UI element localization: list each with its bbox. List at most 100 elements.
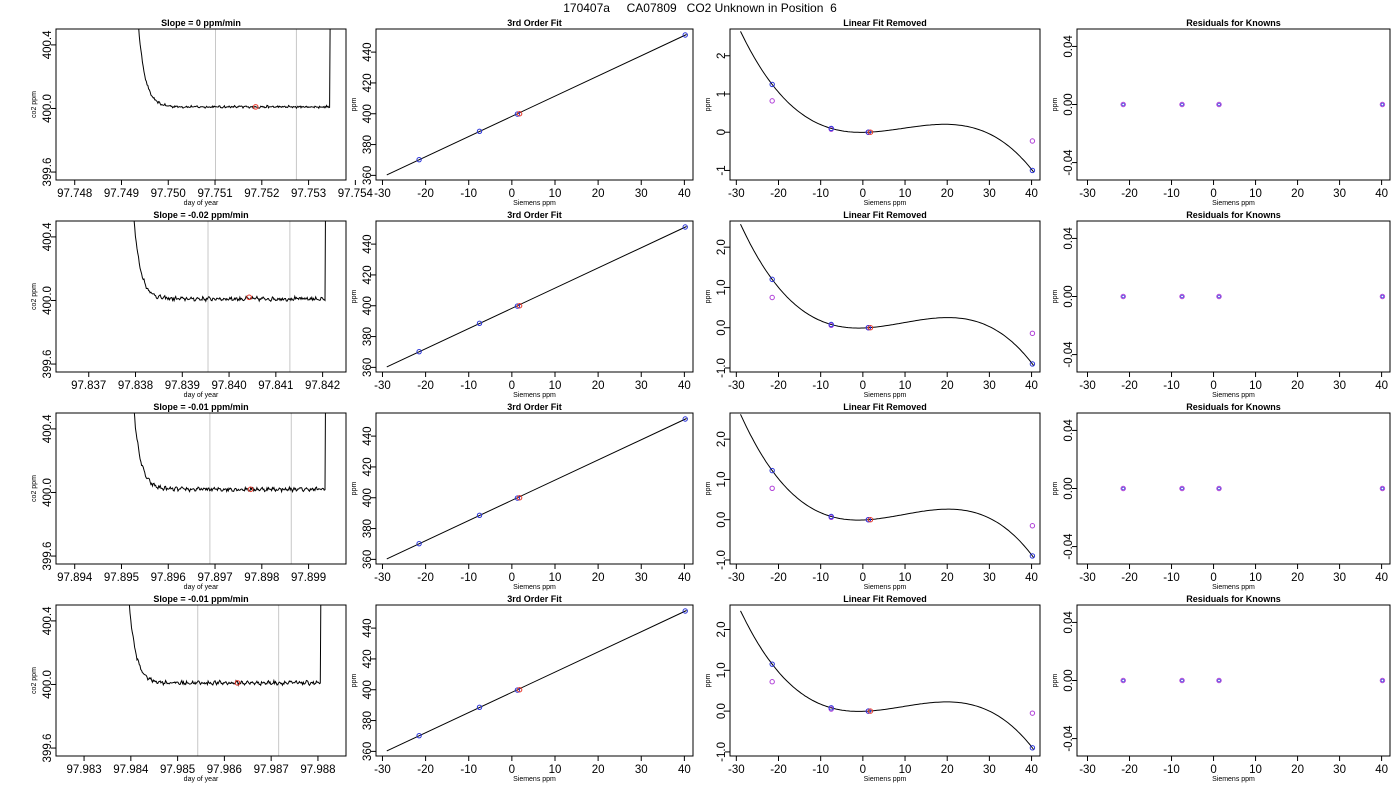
x-tick-label: 97.986 [207, 764, 242, 776]
y-tick-label: -0.04 [1063, 533, 1075, 560]
x-tick-label: 97.983 [66, 764, 101, 776]
y-tick-label: 420 [362, 265, 374, 284]
residual-point-inner [1121, 678, 1125, 683]
x-tick-label: 97.837 [71, 380, 106, 392]
x-tick-label: -20 [417, 572, 434, 584]
x-tick-label: -30 [728, 188, 745, 200]
fit-curve [386, 610, 687, 752]
x-tick-label: 40 [1375, 764, 1388, 776]
x-tick-label: -30 [1079, 572, 1096, 584]
y-tick-label: 400.0 [42, 286, 54, 315]
residual-point-inner [1180, 294, 1184, 299]
y-tick-label: 0.0 [716, 512, 728, 528]
residual-point [1216, 677, 1222, 684]
plot-area [740, 31, 1036, 174]
panel-4-3: Residuals for Knowns -30 -20 -10 0 10 20 30 40 -0… [1052, 402, 1391, 591]
y-tick-label: 0 [716, 129, 728, 135]
x-tick-label: 97.899 [291, 572, 326, 584]
residual-point-inner [1380, 294, 1385, 299]
x-tick-label: 20 [941, 572, 954, 584]
plot-frame [375, 604, 694, 757]
y-tick-label: 399.6 [42, 734, 54, 763]
x-tick-label: -10 [460, 188, 477, 200]
standard-point [416, 348, 422, 355]
standard-point [828, 125, 834, 132]
x-tick-label: -20 [770, 764, 787, 776]
plot-frame [729, 28, 1041, 181]
x-tick-label: 40 [1025, 188, 1038, 200]
plot-area [386, 224, 688, 368]
x-axis-label: Siemens ppm [864, 584, 907, 591]
standard-point [416, 540, 422, 547]
standard-point [514, 495, 521, 501]
x-axis-label: Siemens ppm [864, 392, 907, 399]
residual-point [1379, 485, 1386, 492]
plot-frame [1076, 604, 1391, 757]
x-tick-label: -10 [812, 380, 829, 392]
y-tick-label: 0.0 [716, 320, 728, 336]
y-tick-label: 0.04 [1063, 419, 1075, 442]
standard-point [514, 111, 521, 117]
x-tick-label: -10 [812, 764, 829, 776]
x-tick-label: 0 [860, 188, 866, 200]
linear-residual-point [769, 485, 775, 491]
x-tick-label: 20 [941, 380, 954, 392]
plot-frame [375, 412, 694, 565]
y-tick-label: 1 [716, 91, 728, 97]
x-tick-label: 97.748 [57, 188, 92, 200]
panel-title: 3rd Order Fit [507, 402, 562, 412]
x-tick-label: 97.898 [244, 572, 279, 584]
x-tick-label: 10 [899, 188, 912, 200]
x-tick-label: 40 [1375, 572, 1388, 584]
x-tick-label: -20 [1121, 572, 1138, 584]
plot-frame [729, 412, 1041, 565]
plot-area [133, 221, 326, 372]
standard-point [682, 32, 688, 38]
x-axis-label: day of year [184, 584, 219, 591]
x-tick-label: 30 [1333, 572, 1346, 584]
x-tick-label: 20 [592, 572, 605, 584]
panel-4-1: Residuals for Knowns -30 -20 -10 0 10 20 30 40 -0… [1052, 18, 1391, 207]
panel-title: Linear Fit Removed [843, 594, 927, 604]
linear-residual-point [769, 679, 775, 685]
x-tick-label: -10 [812, 188, 829, 200]
y-tick-label: 440 [362, 235, 374, 254]
x-tick-label: -20 [770, 188, 787, 200]
standard-point [769, 661, 775, 667]
residual-point [1216, 101, 1222, 108]
y-axis-label: ppm [351, 482, 358, 496]
y-tick-label: 2 [716, 53, 728, 59]
x-tick-label: 30 [983, 764, 996, 776]
y-tick-label: 399.6 [42, 350, 54, 379]
x-tick-label: 97.749 [104, 188, 139, 200]
plot-area [128, 605, 322, 756]
x-tick-label: 0 [509, 188, 515, 200]
x-tick-label: 0 [860, 380, 866, 392]
y-tick-label: 380 [362, 519, 374, 538]
x-tick-label: 30 [983, 380, 996, 392]
standard-point [865, 325, 872, 331]
plot-frame [1076, 220, 1391, 373]
standard-point [1029, 745, 1036, 751]
residual-point-inner [1380, 102, 1385, 107]
y-tick-label: 380 [362, 327, 374, 346]
x-tick-label: 0 [1210, 764, 1216, 776]
standard-point [865, 708, 872, 714]
panel-title: Residuals for Knowns [1186, 594, 1281, 604]
linear-residual-point [1029, 138, 1036, 144]
x-tick-label: -10 [1163, 380, 1180, 392]
y-tick-label: -1 [716, 165, 728, 175]
x-tick-label: 20 [941, 188, 954, 200]
panel-title: Slope = 0 ppm/min [161, 18, 241, 28]
y-axis-label: ppm [351, 674, 358, 688]
x-tick-label: 97.841 [258, 380, 293, 392]
x-tick-label: -30 [374, 188, 391, 200]
x-tick-label: 40 [1375, 380, 1388, 392]
co2-trace-line [133, 413, 326, 494]
mean-point [247, 486, 254, 493]
plot-area [386, 32, 688, 176]
standard-point [682, 608, 688, 614]
x-tick-label: 97.753 [291, 188, 326, 200]
panel-3-4: Linear Fit Removed -30 -20 -10 0 10 20 30 40 -1.0… [705, 594, 1041, 783]
